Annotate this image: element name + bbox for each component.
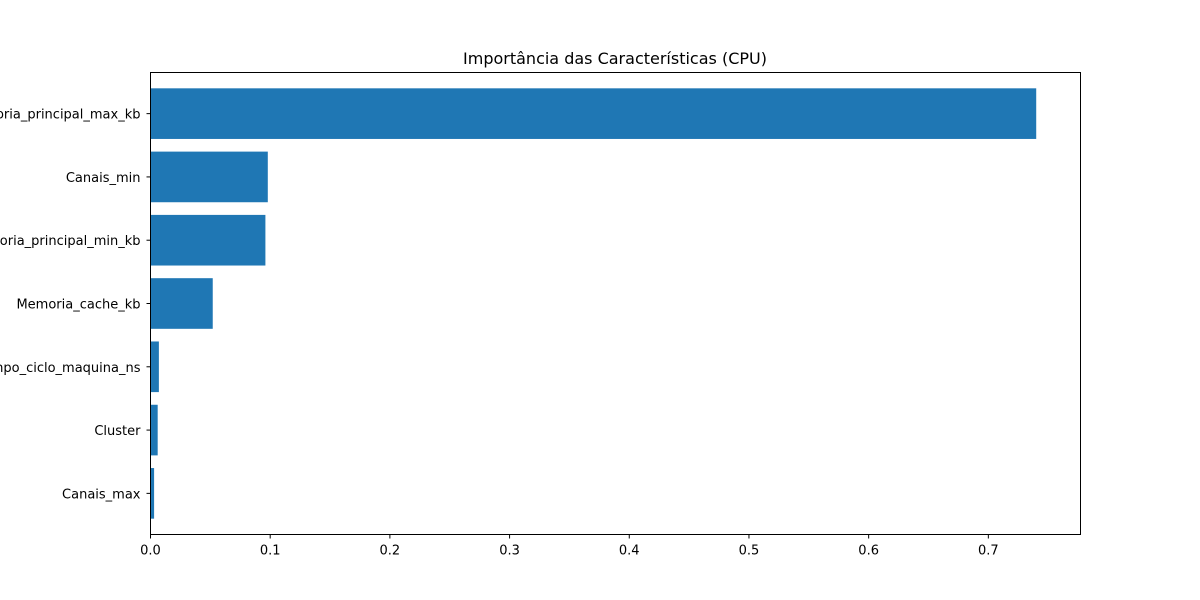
bar (150, 278, 213, 329)
y-tick-label: Canais_max (62, 487, 141, 502)
x-tick-label: 0.6 (858, 544, 879, 559)
bars-group (150, 88, 1037, 519)
x-tick-label: 0.1 (260, 544, 281, 559)
x-axis: 0.0 0.1 0.2 0.3 0.4 0.5 0.6 0.7 (140, 534, 999, 559)
bar (150, 468, 155, 519)
y-tick-label: Canais_min (66, 171, 141, 186)
y-tick-label: Memoria_principal_max_kb (0, 108, 141, 123)
y-tick-label: Tempo_ciclo_maquina_ns (0, 361, 141, 376)
bar (150, 151, 268, 203)
x-tick-label: 0.0 (140, 544, 161, 559)
x-tick-label: 0.4 (619, 544, 640, 559)
y-tick-label: Memoria_principal_min_kb (0, 234, 141, 249)
x-tick-label: 0.2 (380, 544, 401, 559)
x-tick-label: 0.3 (499, 544, 520, 559)
bar (150, 341, 159, 393)
bar (150, 88, 1037, 139)
y-tick-label: Cluster (94, 424, 141, 439)
chart-title: Importância das Características (CPU) (463, 49, 767, 68)
x-tick-label: 0.5 (739, 544, 760, 559)
bar (150, 214, 266, 266)
y-axis: Memoria_principal_max_kb Canais_min Memori… (0, 108, 151, 502)
x-tick-label: 0.7 (978, 544, 999, 559)
bar (150, 404, 158, 456)
y-tick-label: Memoria_cache_kb (16, 298, 140, 313)
plot-frame (150, 72, 1081, 535)
